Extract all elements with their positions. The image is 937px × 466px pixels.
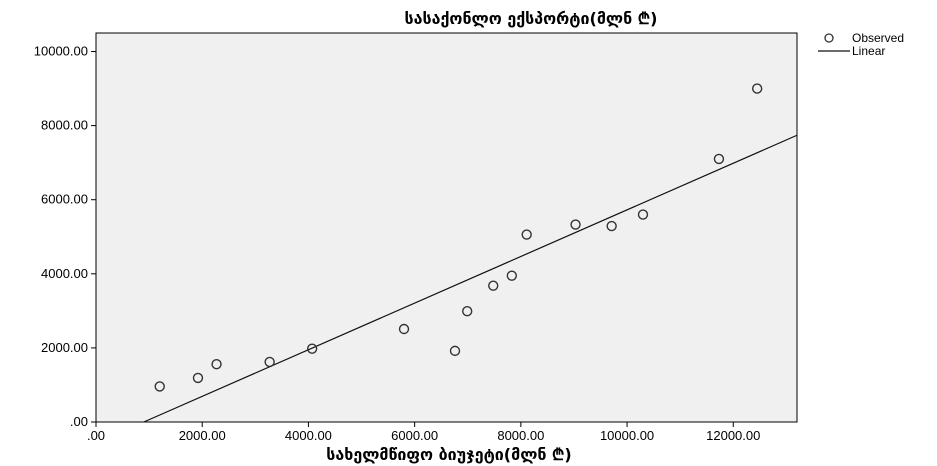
observed-point: [713, 153, 725, 165]
y-tick-label: 4000.00: [41, 266, 88, 281]
x-tick-label: 6000.00: [391, 428, 438, 443]
legend: Observed Linear: [818, 31, 904, 58]
y-tick-label: 2000.00: [41, 340, 88, 355]
x-tick-label: 8000.00: [497, 428, 544, 443]
observed-point: [211, 359, 222, 370]
legend-linear-label: Linear: [852, 44, 885, 58]
observed-point: [637, 209, 649, 220]
y-tick-label: .00: [70, 414, 88, 429]
x-tick-label: 12000.00: [706, 428, 760, 443]
observed-points-layer: [154, 83, 763, 392]
observed-point: [488, 280, 499, 291]
y-axis: .00 2000.00 4000.00 6000.00 8000.00 10000.00: [34, 44, 96, 429]
chart-title: სასაქონლო ექსპორტი(მლნ ₾): [405, 9, 658, 28]
observed-point: [462, 306, 473, 317]
y-tick-label: 6000.00: [41, 192, 88, 207]
observed-point: [751, 83, 763, 94]
observed-point: [570, 219, 581, 230]
x-tick-label: 10000.00: [600, 428, 654, 443]
x-tick-label: 2000.00: [179, 428, 226, 443]
observed-point: [264, 356, 275, 368]
observed-point: [306, 343, 318, 354]
observed-point: [398, 323, 410, 335]
legend-observed-marker: [824, 33, 834, 43]
observed-point: [606, 220, 617, 232]
observed-point: [154, 381, 165, 392]
linear-fit-layer: [143, 134, 798, 423]
x-tick-label: .00: [87, 428, 105, 443]
observed-point: [449, 345, 461, 357]
y-tick-label: 8000.00: [41, 118, 88, 133]
observed-point: [192, 372, 204, 384]
observed-point: [521, 229, 532, 240]
x-axis-title: სახელმწიფო ბიუჯეტი(მლნ ₾): [326, 445, 571, 464]
plot-area: [95, 32, 798, 423]
observed-point: [506, 270, 518, 281]
linear-fit-line: [143, 134, 798, 423]
x-tick-label: 4000.00: [285, 428, 332, 443]
y-tick-label: 10000.00: [34, 44, 88, 59]
x-axis: .00 2000.00 4000.00 6000.00 8000.00 10000.00 1…: [87, 422, 760, 443]
legend-observed-label: Observed: [852, 31, 904, 45]
